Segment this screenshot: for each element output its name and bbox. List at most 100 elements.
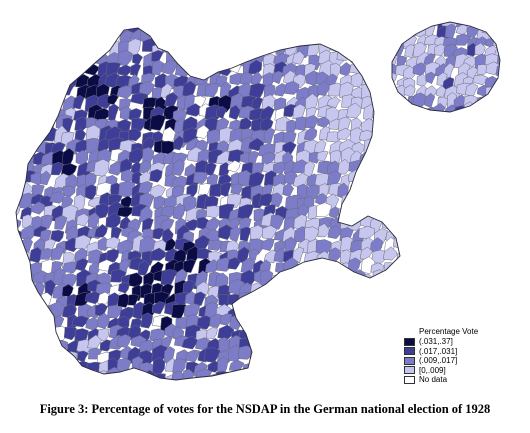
map-region	[154, 28, 168, 34]
map-region	[315, 326, 327, 339]
map-region	[341, 294, 356, 309]
map-region	[397, 215, 400, 234]
map-region	[402, 150, 418, 166]
legend-swatch	[404, 375, 415, 384]
map-region	[374, 349, 386, 364]
map-region	[394, 128, 400, 141]
map-region	[20, 50, 34, 64]
map-region	[385, 373, 398, 380]
map-region	[21, 297, 36, 309]
map-region	[40, 42, 53, 57]
map-region	[173, 382, 185, 395]
map-region	[261, 373, 279, 380]
map-region	[284, 347, 300, 364]
map-region	[21, 38, 38, 52]
map-region	[382, 345, 396, 364]
map-region	[227, 28, 240, 32]
map-region	[260, 238, 275, 252]
map-region	[230, 183, 244, 196]
map-region	[16, 281, 24, 295]
map-region	[16, 339, 22, 354]
map-region	[228, 378, 241, 380]
map-region	[303, 302, 317, 317]
map-region	[408, 197, 422, 213]
map-region	[412, 62, 428, 77]
map-region	[383, 295, 400, 313]
map-region	[196, 60, 209, 74]
map-region	[406, 206, 422, 219]
map-region	[341, 348, 355, 365]
map-region	[63, 326, 77, 341]
map-region	[64, 28, 77, 40]
map-region	[84, 184, 97, 201]
map-region	[270, 274, 283, 290]
map-region	[38, 51, 56, 67]
map-region	[151, 50, 164, 62]
map-region	[383, 262, 396, 278]
map-region	[50, 81, 67, 96]
map-region	[16, 218, 22, 230]
map-region	[292, 172, 309, 189]
map-region	[160, 383, 174, 395]
map-region	[393, 258, 400, 277]
map-region	[292, 379, 309, 380]
map-region	[110, 227, 123, 239]
map-region	[22, 59, 33, 77]
map-region	[293, 301, 308, 319]
map-region	[339, 28, 357, 31]
map-region	[55, 28, 69, 30]
map-region	[404, 237, 420, 250]
map-region	[412, 92, 427, 108]
map-region	[473, 103, 489, 112]
map-region	[127, 294, 140, 306]
map-region	[315, 192, 329, 206]
map-region	[335, 316, 351, 333]
map-region	[262, 225, 278, 240]
map-region	[271, 70, 284, 85]
map-region	[364, 383, 378, 395]
map-region	[372, 49, 390, 68]
map-region	[61, 147, 75, 166]
map-region	[98, 379, 113, 380]
map-region	[380, 38, 398, 54]
map-region	[374, 94, 387, 112]
map-region	[384, 114, 396, 128]
map-region	[370, 84, 387, 95]
map-region	[477, 22, 492, 30]
map-region	[193, 30, 210, 43]
legend-item-low: [0,.009]	[404, 366, 478, 376]
map-region	[326, 357, 338, 373]
map-region	[271, 312, 286, 330]
map-region	[16, 325, 24, 342]
map-region	[87, 381, 98, 395]
map-region	[198, 183, 212, 197]
map-region	[263, 127, 276, 144]
map-region	[258, 193, 275, 207]
map-region	[373, 28, 386, 44]
map-region	[348, 206, 364, 220]
map-region	[132, 371, 147, 380]
map-region	[395, 191, 400, 209]
map-region	[315, 293, 330, 310]
map-region	[30, 201, 45, 215]
map-region	[348, 358, 364, 372]
map-region	[351, 372, 367, 380]
map-region	[227, 39, 240, 54]
map-region	[402, 175, 418, 188]
map-region	[380, 116, 395, 129]
map-region	[369, 149, 383, 166]
map-region	[402, 184, 416, 197]
map-region	[21, 105, 38, 118]
map-region	[284, 304, 299, 317]
map-region	[61, 303, 77, 319]
map-region	[194, 379, 206, 380]
map-region	[229, 372, 244, 380]
map-region	[263, 327, 281, 341]
map-region	[163, 30, 180, 47]
map-region	[392, 22, 406, 35]
map-region	[56, 382, 70, 395]
map-region	[488, 117, 501, 127]
map-region	[32, 29, 49, 46]
map-region	[336, 28, 352, 43]
map-region	[240, 257, 256, 274]
